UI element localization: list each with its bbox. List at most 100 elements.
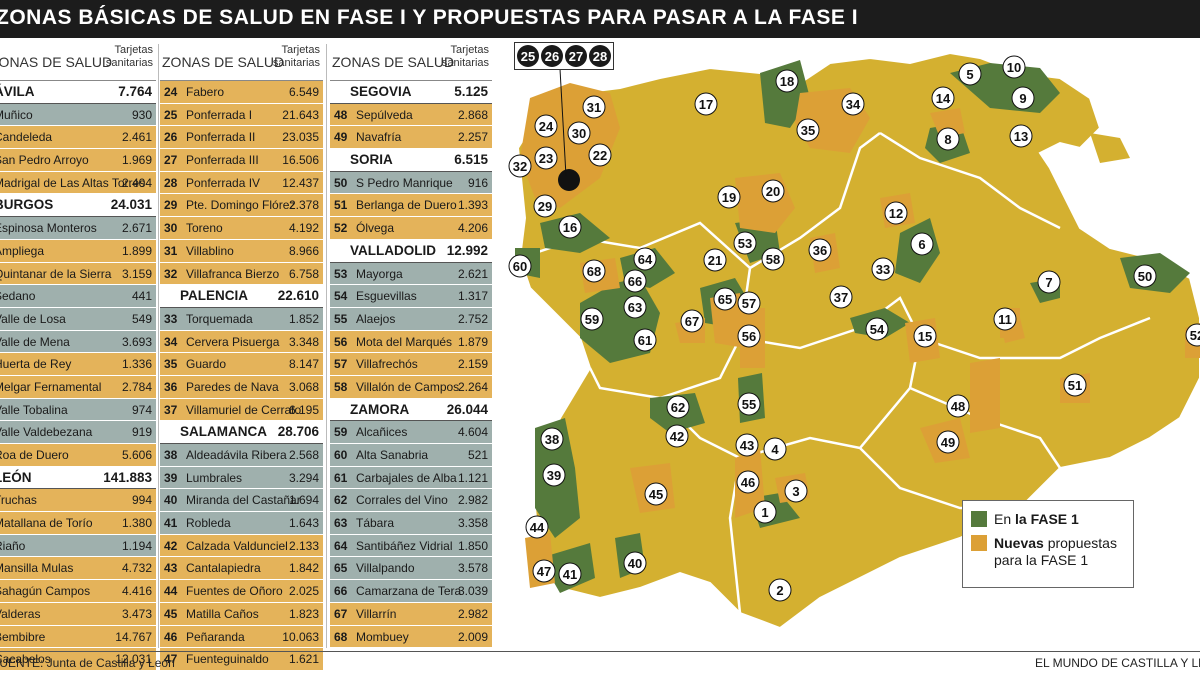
- zone-name: Lumbrales: [186, 470, 243, 485]
- svg-text:13: 13: [1014, 129, 1028, 144]
- zone-row: 26 Ponferrada II 23.035: [160, 126, 323, 150]
- zone-row: Muñico 930: [0, 103, 156, 127]
- source-credit: FUENTE: Junta de Castilla y León: [0, 656, 175, 670]
- zone-row: 51 Berlanga de Duero 1.393: [330, 194, 492, 218]
- svg-text:21: 21: [708, 253, 722, 268]
- zone-marker-68: 68: [582, 259, 606, 283]
- zone-number: 26: [164, 130, 178, 145]
- zone-marker-40: 40: [623, 551, 647, 575]
- province-total: 5.125: [454, 84, 488, 99]
- zone-row: 43 Cantalapiedra 1.842: [160, 557, 323, 581]
- svg-text:66: 66: [628, 274, 642, 289]
- svg-text:37: 37: [834, 290, 848, 305]
- zone-name: Villalón de Campos: [356, 379, 460, 394]
- zone-number: 38: [164, 448, 178, 462]
- zone-number: 60: [334, 448, 348, 462]
- zone-number: 58: [334, 379, 348, 394]
- zone-marker-63: 63: [623, 295, 647, 319]
- zone-cards: 994: [131, 493, 152, 508]
- zone-marker-44: 44: [525, 515, 549, 539]
- zone-name: Huerta de Rey: [0, 357, 72, 372]
- zone-cards: 1.194: [121, 538, 152, 553]
- zone-marker-5: 5: [958, 62, 982, 86]
- zone-name: Valle Valdebezana: [0, 425, 93, 440]
- province-total: 26.044: [446, 401, 488, 417]
- zone-marker-36: 36: [808, 238, 832, 262]
- zone-cards: 2.461: [121, 130, 152, 145]
- zone-name: Mombuey: [356, 629, 409, 644]
- table-rows: SEGOVIA 5.125 48 Sepúlveda 2.868 49 Navafría 2.…: [330, 81, 492, 649]
- publisher-credit: EL MUNDO DE CASTILLA Y LEÓN: [1035, 656, 1200, 670]
- zone-number: 29: [164, 198, 178, 213]
- zone-row: 56 Mota del Marqués 1.879: [330, 330, 492, 354]
- zone-number: 40: [164, 493, 178, 508]
- zone-marker-49: 49: [936, 430, 960, 454]
- zone-name: Matilla Caños: [186, 606, 259, 621]
- zone-cards: 3.068: [288, 379, 319, 394]
- zone-marker-33: 33: [871, 257, 895, 281]
- svg-text:32: 32: [513, 159, 527, 174]
- zone-name: Robleda: [186, 516, 231, 531]
- zone-marker-24: 24: [534, 114, 558, 138]
- zone-marker-23: 23: [534, 146, 558, 170]
- zone-name: Fuenteguinaldo: [186, 652, 269, 667]
- zone-cards: 2.784: [121, 379, 152, 394]
- zone-name: Matallana de Torío: [0, 516, 93, 531]
- zone-name: Ponferrada III: [186, 153, 259, 168]
- zone-cards: 2.133: [288, 538, 319, 553]
- svg-text:67: 67: [685, 314, 699, 329]
- zone-cards: 6.758: [288, 266, 319, 281]
- zone-marker-65: 65: [713, 287, 737, 311]
- svg-text:9: 9: [1019, 91, 1026, 106]
- zone-name: Valle Tobalina: [0, 402, 68, 417]
- province-total: 28.706: [277, 424, 319, 440]
- zone-row: 39 Lumbrales 3.294: [160, 466, 323, 490]
- zone-name: Carbajales de Alba: [356, 470, 457, 485]
- zone-marker-41: 41: [558, 562, 582, 586]
- svg-text:61: 61: [638, 333, 652, 348]
- zone-cards: 1.694: [288, 493, 319, 508]
- province-total: 12.992: [446, 242, 488, 258]
- svg-text:47: 47: [537, 564, 551, 579]
- svg-text:20: 20: [766, 184, 780, 199]
- zone-cards: 441: [131, 289, 152, 304]
- svg-text:35: 35: [801, 123, 815, 138]
- zone-row: Candeleda 2.461: [0, 126, 156, 150]
- zone-cards: 4.206: [457, 221, 488, 236]
- zone-marker-57: 57: [737, 291, 761, 315]
- zone-name: Riaño: [0, 538, 26, 553]
- zone-number: 61: [334, 470, 348, 485]
- province-total: 141.883: [103, 469, 152, 485]
- zone-row: 33 Torquemada 1.852: [160, 307, 323, 331]
- zone-name: Aldeadávila Ribera: [186, 448, 287, 462]
- zone-number: 59: [334, 425, 348, 440]
- zone-name: Santibáñez Vidrial: [356, 538, 453, 553]
- callout-marker-25: 25: [517, 45, 539, 67]
- zone-marker-9: 9: [1011, 86, 1035, 110]
- page-title: ZONAS BÁSICAS DE SALUD EN FASE I Y PROPU…: [0, 6, 859, 29]
- zone-name: Villafrechós: [356, 357, 418, 372]
- zone-number: 64: [334, 538, 348, 553]
- svg-text:44: 44: [530, 520, 545, 535]
- svg-text:26: 26: [545, 49, 559, 64]
- table-column-1: ZONAS DE SALUD Tarjetas sanitarias ÁVILA…: [0, 44, 156, 671]
- header-cards-label: Tarjetas sanitarias: [105, 44, 153, 69]
- zone-name: Espinosa Monteros: [0, 221, 97, 236]
- zone-name: Berlanga de Duero: [356, 198, 457, 213]
- province-name: ÁVILA: [0, 84, 35, 99]
- svg-text:6: 6: [918, 237, 925, 252]
- province-total: 24.031: [110, 197, 152, 213]
- zone-cards: 2.025: [288, 584, 319, 599]
- column-divider: [326, 44, 327, 648]
- zone-row: 54 Esguevillas 1.317: [330, 285, 492, 308]
- svg-text:23: 23: [539, 151, 553, 166]
- zone-marker-12: 12: [884, 201, 908, 225]
- zone-marker-16: 16: [558, 215, 582, 239]
- zone-marker-62: 62: [666, 395, 690, 419]
- column-divider: [158, 44, 159, 648]
- svg-text:7: 7: [1045, 275, 1052, 290]
- zone-number: 41: [164, 516, 178, 531]
- zone-number: 66: [334, 584, 348, 599]
- zone-cards: 2.982: [457, 606, 488, 621]
- zone-number: 62: [334, 493, 348, 508]
